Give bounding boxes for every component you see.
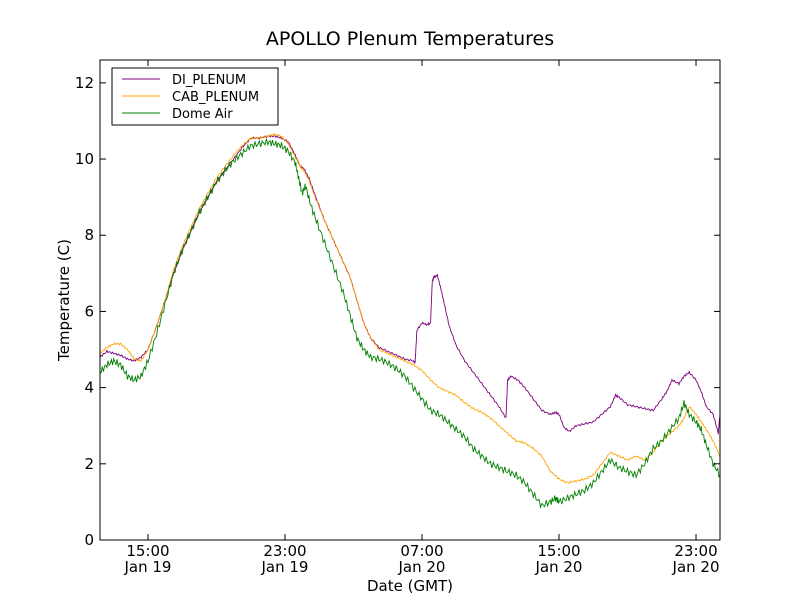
plot-area-frame	[99, 59, 721, 541]
y-tick-label: 10	[75, 150, 94, 168]
y-tick-label: 12	[75, 74, 94, 92]
legend: DI_PLENUM CAB_PLENUM Dome Air	[111, 67, 279, 126]
series-layer	[100, 132, 720, 509]
y-tick-label: 8	[84, 226, 94, 244]
legend-label: Dome Air	[172, 107, 233, 122]
chart-title: APOLLO Plenum Temperatures	[266, 28, 554, 50]
legend-label: DI_PLENUM	[172, 73, 246, 88]
y-tick-label: 0	[84, 531, 94, 549]
x-tick-label-date: Jan 20	[535, 558, 583, 576]
x-tick-label-time: 15:00	[537, 542, 580, 560]
x-tick-label-time: 23:00	[674, 542, 717, 560]
y-tick-label: 2	[84, 455, 94, 473]
x-tick-label-date: Jan 19	[260, 558, 308, 576]
series-line-dome-air	[100, 138, 720, 509]
x-tick-label-date: Jan 20	[672, 558, 720, 576]
x-tick-label-time: 23:00	[263, 542, 306, 560]
legend-label: CAB_PLENUM	[172, 90, 259, 105]
x-tick-label-date: Jan 20	[397, 558, 445, 576]
x-tick-label-time: 07:00	[400, 542, 443, 560]
series-line-cab-plenum	[100, 132, 720, 485]
y-tick-label: 6	[84, 302, 94, 320]
x-tick-label-time: 15:00	[126, 542, 169, 560]
x-axis-label: Date (GMT)	[367, 577, 453, 595]
y-axis-label: Temperature (C)	[55, 239, 73, 362]
y-tick-label: 4	[84, 379, 94, 397]
x-tick-label-date: Jan 19	[123, 558, 171, 576]
